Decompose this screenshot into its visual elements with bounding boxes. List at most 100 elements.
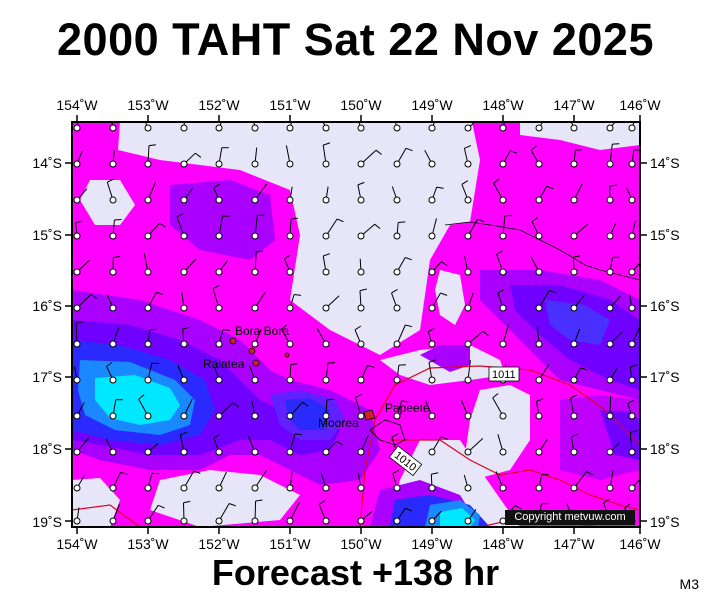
station-circle [73,448,81,456]
lat-labels-left: 14˚S 15˚S 16˚S 17˚S 18˚S 19˚S [32,155,62,530]
wind-barb-feather [405,507,412,512]
wind-barb-feather [431,472,439,475]
station-circle [251,484,259,492]
wind-barb-feather [185,112,192,113]
station-circle [393,484,401,492]
station-circle [109,304,117,312]
wind-barb-feather [76,321,84,324]
station-circle [357,124,365,132]
station-circle [628,124,636,132]
station-circle [535,268,543,276]
lat-labels-right: 14˚S 15˚S 16˚S 17˚S 18˚S 19˚S [650,155,680,530]
wind-barb-feather [151,472,159,475]
station-circle [357,304,365,312]
station-circle [570,484,578,492]
wind-barb-feather [110,109,117,111]
lon-labels-top: 154˚W 153˚W 152˚W 151˚W 150˚W 149˚W 148˚… [56,97,661,113]
wind-barb-feather [440,292,448,296]
station-circle [357,268,365,276]
station-circle [628,340,636,348]
station-circle [144,340,152,348]
station-circle [322,160,330,168]
lat-label: 15˚S [650,227,680,243]
station-circle [144,268,152,276]
lon-label: 153˚W [127,536,169,552]
lon-label: 152˚W [198,536,240,552]
lon-label: 147˚W [553,97,595,113]
station-circle [215,340,223,348]
lat-label: 17˚S [32,369,62,385]
station-circle [251,196,259,204]
station-circle [251,304,259,312]
station-circle [251,448,259,456]
station-circle [499,412,507,420]
station-circle [144,160,152,168]
station-circle [73,232,81,240]
wind-barb-feather [609,184,617,187]
station-circle [251,376,259,384]
station-circle [109,517,117,525]
wind-barb-feather [323,253,330,257]
copyright-badge: Copyright metvuw.com [505,510,635,525]
station-circle [606,376,614,384]
station-circle [215,304,223,312]
wind-barb-feather [229,503,236,507]
station-circle [428,517,436,525]
station-circle [286,124,294,132]
wind-barb-feather [627,399,635,405]
wind-barb-feather [107,178,114,183]
station-circle [73,376,81,384]
lon-label: 151˚W [269,536,311,552]
station-circle [322,196,330,204]
station-circle [286,196,294,204]
station-circle [428,304,436,312]
station-circle [628,196,636,204]
wind-barb-feather [326,398,334,401]
station-circle [322,448,330,456]
wind-barb-feather [317,106,323,110]
station-circle [535,232,543,240]
station-circle [286,376,294,384]
station-circle [428,124,436,132]
station-circle [144,196,152,204]
station-circle [606,448,614,456]
wind-barb-feather [510,150,518,154]
station-circle [428,412,436,420]
station-circle [464,232,472,240]
station-circle [109,196,117,204]
station-circle [393,232,401,240]
lon-label: 148˚W [482,536,524,552]
station-circle [393,160,401,168]
isobar-1010 [390,439,640,511]
wind-barbs [73,106,640,525]
wind-barb-feather [182,326,190,330]
wind-barb-feather [492,393,499,399]
station-circle [428,160,436,168]
lat-label: 16˚S [32,298,62,314]
station-circle [570,448,578,456]
wind-barb-feather [401,400,409,403]
station-circle [286,268,294,276]
wind-barb-feather [482,330,489,337]
lon-label: 154˚W [56,536,98,552]
wind-barb-feather [493,178,500,184]
station-circle [628,376,636,384]
station-circle [606,484,614,492]
station-circle [570,124,578,132]
station-circle [499,340,507,348]
wind-barb-feather [570,394,578,399]
lon-label: 154˚W [56,97,98,113]
station-circle [109,268,117,276]
lon-label: 147˚W [553,536,595,552]
lat-label: 18˚S [650,441,680,457]
station-circle [535,376,543,384]
lat-label: 19˚S [650,514,680,530]
station-circle [286,448,294,456]
station-circle [180,268,188,276]
wind-barb-feather [375,149,382,155]
station-circle [606,196,614,204]
wind-barb-feather [193,470,201,474]
station-circle [393,376,401,384]
wind-barb-feather [195,152,202,158]
station-circle [322,232,330,240]
